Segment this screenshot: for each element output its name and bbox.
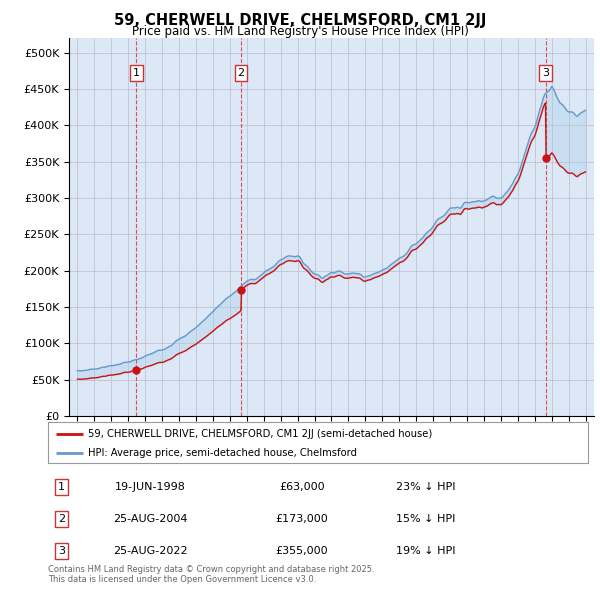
Text: 19-JUN-1998: 19-JUN-1998 xyxy=(115,482,186,492)
Text: £355,000: £355,000 xyxy=(275,546,328,556)
Text: 25-AUG-2022: 25-AUG-2022 xyxy=(113,546,188,556)
Text: 23% ↓ HPI: 23% ↓ HPI xyxy=(396,482,456,492)
Text: 1: 1 xyxy=(133,68,140,78)
Text: 1: 1 xyxy=(58,482,65,492)
Text: 2: 2 xyxy=(58,514,65,524)
Text: 59, CHERWELL DRIVE, CHELMSFORD, CM1 2JJ (semi-detached house): 59, CHERWELL DRIVE, CHELMSFORD, CM1 2JJ … xyxy=(89,430,433,439)
Text: Contains HM Land Registry data © Crown copyright and database right 2025.
This d: Contains HM Land Registry data © Crown c… xyxy=(48,565,374,584)
Text: 19% ↓ HPI: 19% ↓ HPI xyxy=(396,546,456,556)
Text: 15% ↓ HPI: 15% ↓ HPI xyxy=(397,514,455,524)
Text: 2: 2 xyxy=(238,68,244,78)
Text: £63,000: £63,000 xyxy=(279,482,325,492)
Text: £173,000: £173,000 xyxy=(275,514,328,524)
Text: Price paid vs. HM Land Registry's House Price Index (HPI): Price paid vs. HM Land Registry's House … xyxy=(131,25,469,38)
Text: 59, CHERWELL DRIVE, CHELMSFORD, CM1 2JJ: 59, CHERWELL DRIVE, CHELMSFORD, CM1 2JJ xyxy=(114,13,486,28)
Text: 3: 3 xyxy=(542,68,549,78)
Text: 25-AUG-2004: 25-AUG-2004 xyxy=(113,514,188,524)
Text: HPI: Average price, semi-detached house, Chelmsford: HPI: Average price, semi-detached house,… xyxy=(89,448,358,458)
Text: 3: 3 xyxy=(58,546,65,556)
